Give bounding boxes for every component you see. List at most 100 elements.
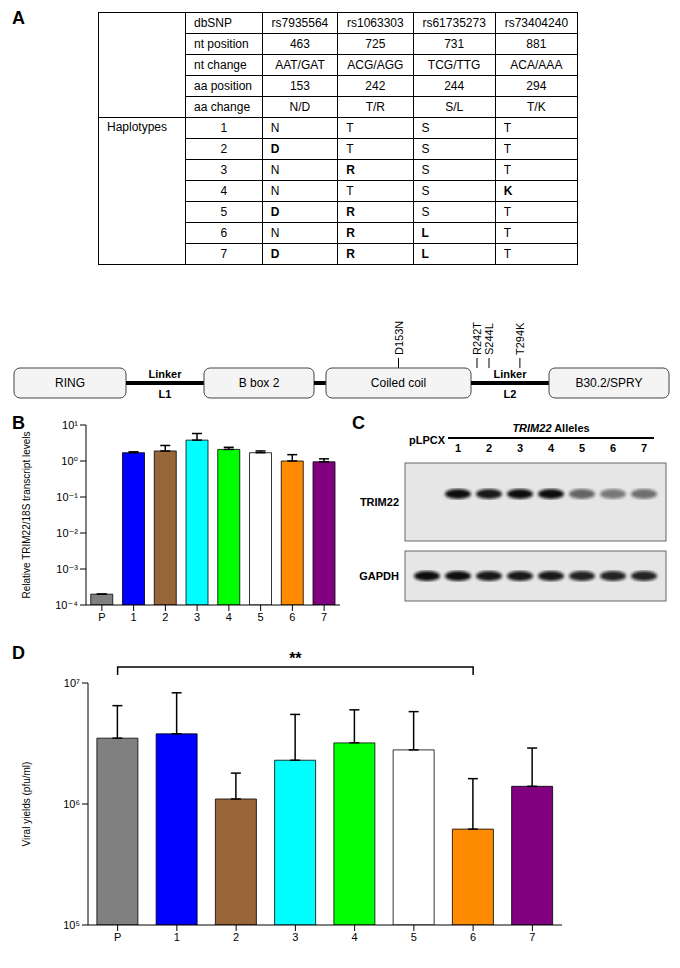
html-text:T/K: T/K xyxy=(527,100,546,114)
svg-text:P: P xyxy=(98,611,105,623)
html-text:D: D xyxy=(12,643,25,663)
svg-text:1: 1 xyxy=(174,931,180,943)
html-text:T: T xyxy=(503,121,512,135)
html-text:nt position: nt position xyxy=(194,37,249,51)
svg-text:2: 2 xyxy=(162,611,168,623)
svg-text:6: 6 xyxy=(470,931,476,943)
html-text:N: N xyxy=(270,163,280,177)
html-text:N: N xyxy=(270,121,280,135)
svg-text:Linker: Linker xyxy=(493,368,527,380)
svg-text:2: 2 xyxy=(233,931,239,943)
html-text:153: 153 xyxy=(289,79,310,93)
svg-text:7: 7 xyxy=(641,442,647,454)
svg-text:3: 3 xyxy=(517,442,523,454)
svg-text:T294K: T294K xyxy=(514,322,526,355)
svg-text:10¹: 10¹ xyxy=(62,419,78,431)
svg-text:4: 4 xyxy=(548,442,555,454)
svg-text:10⁻⁴: 10⁻⁴ xyxy=(55,599,78,611)
html-text:725: 725 xyxy=(365,37,386,51)
html-text:R: R xyxy=(346,205,355,219)
html-text:S/L: S/L xyxy=(445,100,464,114)
svg-text:Linker: Linker xyxy=(148,368,182,380)
html-text:T: T xyxy=(503,205,512,219)
svg-text:4: 4 xyxy=(352,931,358,943)
html-text:aa change: aa change xyxy=(194,100,251,114)
html-text:rs1063303: rs1063303 xyxy=(347,16,404,30)
html-text:N/D: N/D xyxy=(289,100,311,114)
svg-text:Relative TRIM22/18S transcript: Relative TRIM22/18S transcript levels xyxy=(21,431,32,598)
html-text:C: C xyxy=(352,413,365,433)
html-text:A: A xyxy=(12,8,25,28)
html-text:731: 731 xyxy=(444,37,465,51)
html-text:TCG/TTG: TCG/TTG xyxy=(427,58,481,72)
svg-text:10⁰: 10⁰ xyxy=(61,455,78,467)
html-text:T/R: T/R xyxy=(365,100,385,114)
svg-text:10⁵: 10⁵ xyxy=(63,919,80,931)
html-text:D: D xyxy=(270,205,280,219)
svg-text:10⁻³: 10⁻³ xyxy=(56,563,78,575)
svg-text:S244L: S244L xyxy=(483,323,495,355)
svg-text:Viral yields (pfu/ml): Viral yields (pfu/ml) xyxy=(21,762,32,847)
svg-text:10⁶: 10⁶ xyxy=(63,798,80,810)
html-text:463: 463 xyxy=(289,37,310,51)
html-text:K: K xyxy=(503,184,513,198)
svg-text:L1: L1 xyxy=(159,388,172,400)
html-text:T: T xyxy=(503,163,512,177)
svg-text:B30.2/SPRY: B30.2/SPRY xyxy=(575,376,642,390)
html-text:D: D xyxy=(270,142,280,156)
svg-text:3: 3 xyxy=(292,931,298,943)
svg-text:7: 7 xyxy=(321,611,327,623)
html-text:ACA/AAA: ACA/AAA xyxy=(510,58,563,72)
html-text:242: 242 xyxy=(365,79,386,93)
html-text:ACG/AGG: ACG/AGG xyxy=(347,58,404,72)
html-text:294: 294 xyxy=(526,79,547,93)
svg-text:1: 1 xyxy=(131,611,137,623)
svg-text:5: 5 xyxy=(411,931,417,943)
html-text:rs61735273: rs61735273 xyxy=(422,16,486,30)
html-text:dbSNP: dbSNP xyxy=(194,16,232,30)
svg-text:2: 2 xyxy=(486,442,492,454)
svg-text:RING: RING xyxy=(55,376,85,390)
svg-text:6: 6 xyxy=(610,442,616,454)
svg-text:R242T: R242T xyxy=(471,322,483,355)
html-text:T: T xyxy=(503,142,512,156)
html-text:aa position: aa position xyxy=(194,79,252,93)
html-text:N: N xyxy=(270,184,280,198)
svg-text:P: P xyxy=(114,931,121,943)
svg-text:B box 2: B box 2 xyxy=(239,376,280,390)
html-text:B: B xyxy=(12,413,25,433)
svg-text:5: 5 xyxy=(579,442,585,454)
svg-text:L2: L2 xyxy=(504,388,517,400)
svg-text:pLPCX: pLPCX xyxy=(409,434,446,446)
svg-text:10⁷: 10⁷ xyxy=(64,677,80,689)
svg-text:4: 4 xyxy=(226,611,232,623)
html-text:S: S xyxy=(421,205,430,219)
html-text:AAT/GAT: AAT/GAT xyxy=(275,58,325,72)
svg-text:TRIM22 Alleles: TRIM22 Alleles xyxy=(512,422,589,434)
html-text:nt change: nt change xyxy=(194,58,247,72)
html-text:Haplotypes: Haplotypes xyxy=(107,120,167,134)
svg-text:1: 1 xyxy=(455,442,461,454)
svg-text:D153N: D153N xyxy=(393,321,405,355)
svg-text:3: 3 xyxy=(194,611,200,623)
html-text:D: D xyxy=(270,247,280,261)
svg-text:10⁻²: 10⁻² xyxy=(56,527,78,539)
html-text:881: 881 xyxy=(526,37,547,51)
svg-text:10⁻¹: 10⁻¹ xyxy=(56,491,78,503)
html-text:S: S xyxy=(421,121,430,135)
html-text:R: R xyxy=(346,163,355,177)
svg-text:Coiled coil: Coiled coil xyxy=(371,376,426,390)
svg-text:6: 6 xyxy=(289,611,295,623)
svg-text:**: ** xyxy=(289,650,302,667)
svg-text:GAPDH: GAPDH xyxy=(359,570,399,582)
svg-text:7: 7 xyxy=(529,931,535,943)
html-text:S: S xyxy=(421,142,430,156)
svg-text:5: 5 xyxy=(258,611,264,623)
html-text:rs7935564: rs7935564 xyxy=(271,16,329,30)
svg-text:TRIM22: TRIM22 xyxy=(360,496,399,508)
html-text:S: S xyxy=(421,184,430,198)
html-text:N: N xyxy=(270,226,280,240)
html-text:rs73404240: rs73404240 xyxy=(504,16,569,30)
html-text:S: S xyxy=(421,163,430,177)
html-text:244: 244 xyxy=(444,79,465,93)
